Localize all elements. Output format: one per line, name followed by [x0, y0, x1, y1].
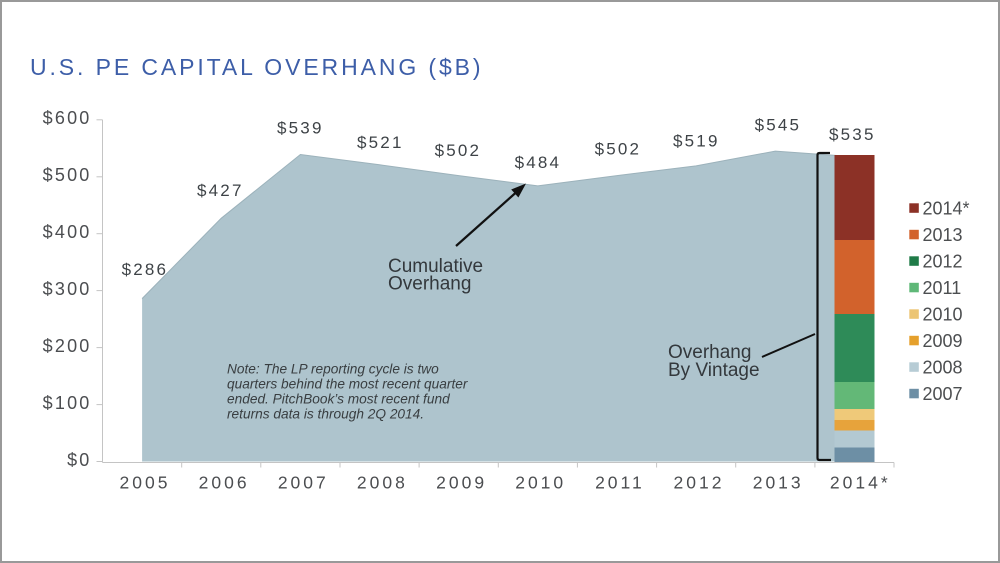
svg-text:$300: $300 [43, 279, 92, 299]
svg-text:$0: $0 [67, 450, 91, 470]
svg-text:2014*: 2014* [830, 473, 891, 493]
svg-text:$100: $100 [43, 393, 92, 413]
svg-text:$545: $545 [755, 115, 802, 134]
svg-text:quarters behind the most recen: quarters behind the most recent quarter [227, 376, 469, 391]
svg-text:$521: $521 [357, 133, 404, 152]
svg-text:2011: 2011 [595, 473, 645, 493]
svg-text:2011: 2011 [923, 278, 962, 298]
svg-text:2007: 2007 [278, 473, 329, 493]
svg-text:$502: $502 [435, 141, 482, 160]
svg-text:2005: 2005 [120, 473, 171, 493]
svg-text:$500: $500 [43, 165, 92, 185]
svg-text:Overhang: Overhang [668, 342, 751, 363]
svg-text:U.S. PE CAPITAL OVERHANG ($B): U.S. PE CAPITAL OVERHANG ($B) [30, 54, 483, 80]
svg-text:$427: $427 [197, 181, 244, 200]
svg-text:2007: 2007 [923, 384, 963, 404]
svg-text:2010: 2010 [923, 304, 963, 324]
svg-text:2008: 2008 [923, 357, 963, 377]
svg-text:returns data is through 2Q 201: returns data is through 2Q 2014. [227, 406, 424, 421]
svg-text:By Vintage: By Vintage [668, 360, 760, 381]
svg-text:2009: 2009 [923, 331, 963, 351]
svg-text:$484: $484 [515, 153, 562, 172]
svg-text:2009: 2009 [436, 473, 487, 493]
svg-text:$200: $200 [43, 336, 92, 356]
svg-text:Note: The LP reporting cycle i: Note: The LP reporting cycle is two [227, 361, 439, 376]
svg-text:ended. PitchBook’s most recent: ended. PitchBook’s most recent fund [227, 391, 450, 406]
svg-text:2014*: 2014* [923, 198, 970, 218]
svg-text:$600: $600 [43, 108, 92, 128]
svg-text:2013: 2013 [753, 473, 804, 493]
svg-text:2012: 2012 [674, 473, 725, 493]
svg-text:2006: 2006 [199, 473, 250, 493]
svg-text:$539: $539 [277, 119, 324, 138]
svg-text:2012: 2012 [923, 251, 963, 271]
svg-text:$535: $535 [829, 125, 876, 144]
svg-text:$519: $519 [673, 131, 720, 150]
svg-text:$400: $400 [43, 222, 92, 242]
svg-text:Cumulative: Cumulative [388, 256, 483, 277]
svg-text:2008: 2008 [357, 473, 408, 493]
svg-text:2010: 2010 [515, 473, 566, 493]
svg-text:2013: 2013 [923, 225, 963, 245]
svg-text:$286: $286 [122, 260, 169, 279]
svg-text:$502: $502 [595, 139, 642, 158]
svg-text:Overhang: Overhang [388, 274, 471, 295]
